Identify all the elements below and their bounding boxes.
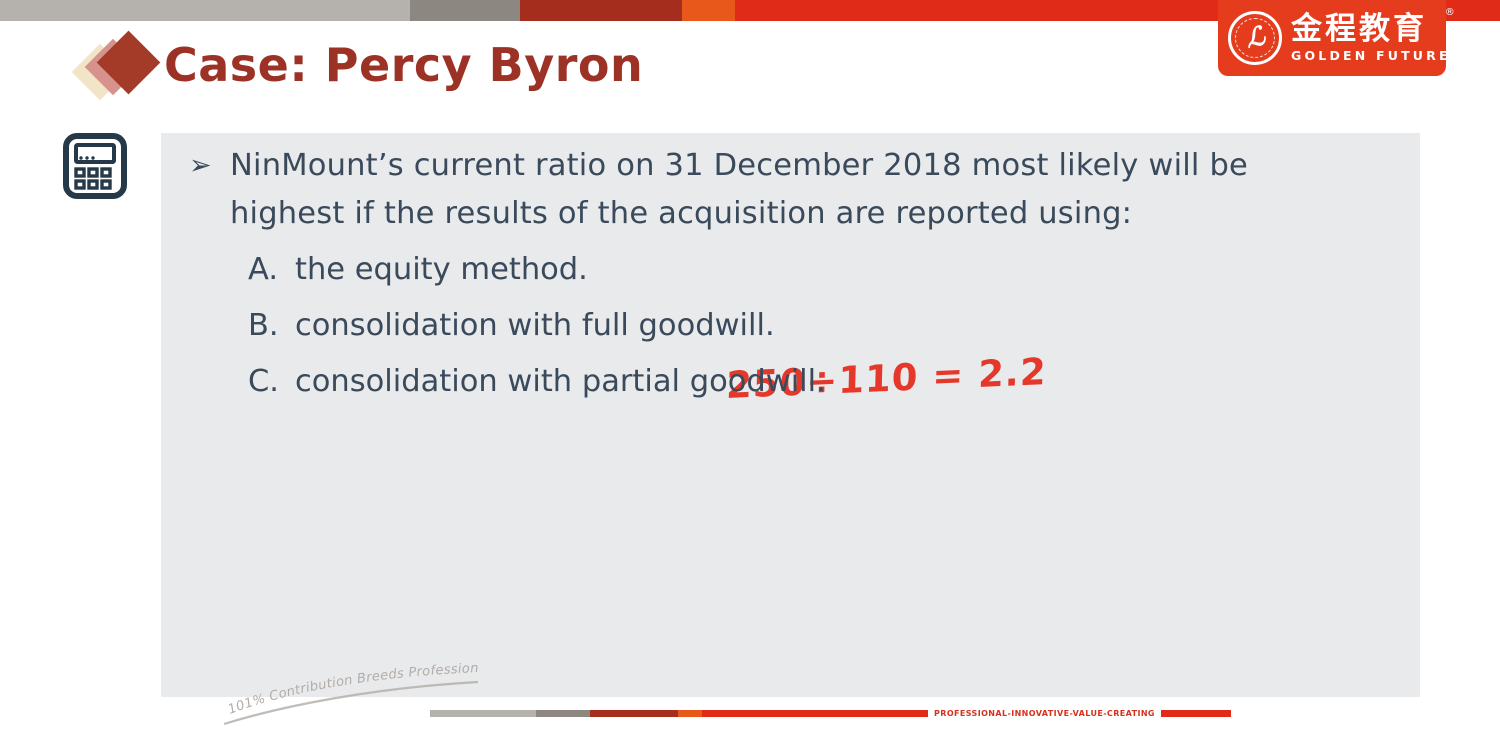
registered-trademark-icon: ® — [1444, 6, 1455, 18]
footer-bar-segment-light-gray — [430, 710, 536, 717]
calculator-icon — [62, 132, 128, 204]
top-bar-segment-maroon — [520, 0, 682, 21]
top-bar-segment-orange — [682, 0, 735, 21]
option-a-text: the equity method. — [295, 252, 588, 287]
arrow-bullet-icon: ➢ — [189, 150, 212, 181]
top-bar-segment-mid-gray — [410, 0, 520, 21]
footer-bar-segment-red — [702, 710, 928, 717]
option-a: A. the equity method. 250÷110 = 2.2 — [248, 252, 1047, 407]
footer-bar-segment-mid-gray — [536, 710, 590, 717]
question-line-1: NinMount’s current ratio on 31 December … — [230, 148, 1249, 183]
watermark: 101% Contribution Breeds Professionalism… — [222, 658, 479, 726]
option-b-text: consolidation with full goodwill. — [295, 308, 775, 343]
brand-name-en: GOLDEN FUTURE — [1291, 47, 1451, 63]
watermark-swoosh — [223, 680, 479, 726]
seal-letter: ℒ — [1242, 21, 1268, 55]
option-b-letter: B. — [248, 308, 279, 343]
footer-bar-segment-maroon — [590, 710, 678, 717]
svg-text:101% Contribution Breeds Profe: 101% Contribution Breeds Professionalism… — [222, 658, 479, 718]
top-bar-segment-light-gray — [0, 0, 410, 21]
footer-accent-bar: PROFESSIONAL-INNOVATIVE-VALUE-CREATING — [430, 709, 1231, 718]
question-line-2: highest if the results of the acquisitio… — [230, 196, 1133, 231]
brand-name-cn: 金程教育 — [1291, 10, 1427, 47]
option-c-letter: C. — [248, 364, 279, 399]
option-c-text: consolidation with partial goodwill. — [295, 364, 826, 399]
footer-bar-segment-orange — [678, 710, 702, 717]
brand-logo-text: 金程教育 ® GOLDEN FUTURE — [1291, 7, 1455, 63]
page-title: Case: Percy Byron — [164, 38, 644, 92]
brand-seal-icon: ℒ — [1228, 11, 1282, 65]
footer-bar-segment-red-end — [1160, 710, 1231, 717]
watermark-text: 101% Contribution Breeds Professionalism… — [222, 658, 479, 718]
option-c: C. consolidation with partial goodwill. — [248, 364, 826, 399]
option-b: B. consolidation with full goodwill. — [248, 308, 775, 343]
footer-tagline: PROFESSIONAL-INNOVATIVE-VALUE-CREATING — [934, 709, 1155, 718]
option-a-letter: A. — [248, 252, 279, 287]
content-panel: ➢ NinMount’s current ratio on 31 Decembe… — [161, 133, 1420, 697]
brand-logo: ℒ 金程教育 ® GOLDEN FUTURE — [1218, 0, 1455, 76]
